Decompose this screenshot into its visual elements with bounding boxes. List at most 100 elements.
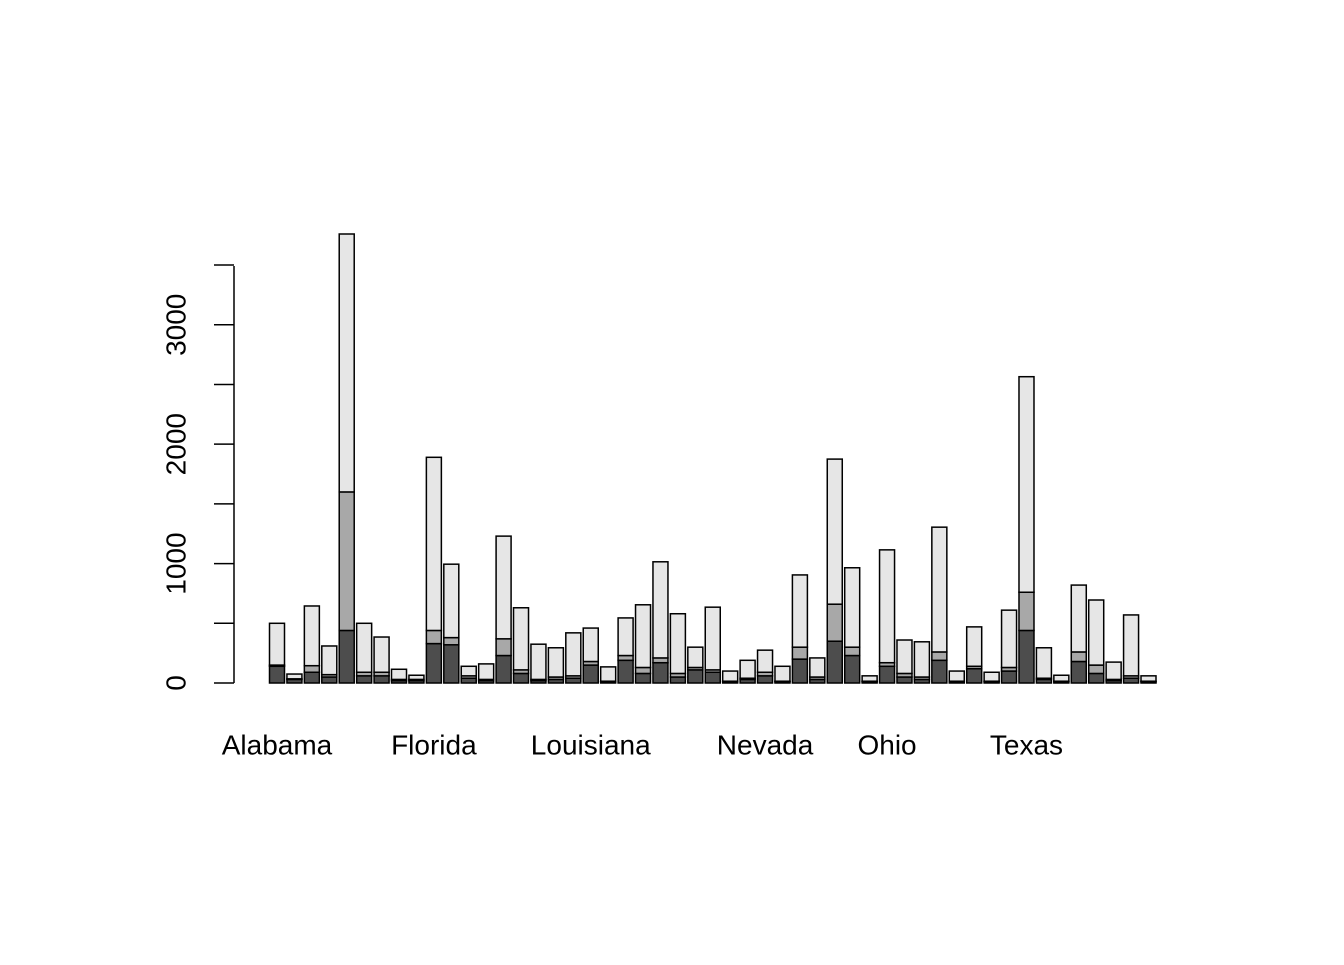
y-tick-label: 3000 bbox=[160, 294, 191, 356]
bar-segment bbox=[739, 659, 756, 679]
bar-segment bbox=[582, 627, 599, 663]
bar-segment bbox=[355, 675, 373, 684]
bar-segment bbox=[425, 456, 443, 632]
x-tick-label: Ohio bbox=[857, 729, 916, 760]
bar-segment bbox=[704, 606, 721, 671]
bar-segment bbox=[652, 661, 669, 684]
bar-segment bbox=[1070, 584, 1088, 653]
bar-segment bbox=[791, 658, 809, 684]
bar-segment bbox=[843, 646, 861, 657]
bar-segment bbox=[634, 672, 652, 684]
y-tick-label: 1000 bbox=[160, 532, 191, 594]
bar-segment bbox=[443, 563, 460, 639]
bar-segment bbox=[408, 674, 425, 681]
bar-segment bbox=[443, 636, 460, 646]
bar-segment bbox=[704, 671, 721, 684]
bar-segment bbox=[652, 561, 669, 659]
bar-segment bbox=[1000, 609, 1018, 669]
bar-segment bbox=[1070, 660, 1088, 684]
bar-segment bbox=[617, 659, 634, 684]
bar-segment bbox=[303, 605, 321, 667]
bar-segment bbox=[1053, 674, 1070, 682]
bar-segment bbox=[1018, 591, 1035, 632]
bar-segment bbox=[809, 657, 826, 678]
bar-segment bbox=[826, 640, 844, 684]
bar-segment bbox=[425, 629, 443, 645]
bar-segment bbox=[373, 636, 390, 674]
bar-segment bbox=[495, 535, 512, 640]
bar-segment bbox=[1018, 629, 1035, 684]
bar-segment bbox=[965, 667, 983, 684]
bar-segment bbox=[495, 638, 512, 657]
bar-segment bbox=[530, 643, 547, 681]
bar-segment bbox=[512, 672, 530, 684]
bar-segment bbox=[1087, 599, 1105, 666]
bar-segment bbox=[721, 670, 739, 682]
bar-segment bbox=[286, 673, 303, 680]
bar-segment bbox=[983, 671, 1000, 682]
bar-segment bbox=[599, 666, 617, 682]
x-tick-label: Nevada bbox=[717, 729, 814, 760]
bar-segment bbox=[617, 617, 634, 657]
bar-segment bbox=[373, 675, 390, 684]
bar-segment bbox=[321, 676, 338, 684]
bar-segment bbox=[965, 626, 983, 668]
bar-segment bbox=[338, 233, 355, 493]
bar-segment bbox=[495, 654, 512, 684]
bar-segment bbox=[443, 644, 460, 684]
bar-segment bbox=[338, 629, 355, 684]
bar-segment bbox=[878, 665, 896, 684]
bar-segment bbox=[634, 604, 652, 669]
bar-segment bbox=[1105, 661, 1122, 681]
bar-segment bbox=[512, 607, 530, 671]
bar-segment bbox=[931, 651, 948, 662]
bar-segment bbox=[477, 663, 495, 681]
bar-segment bbox=[791, 646, 809, 660]
bar-segment bbox=[268, 665, 286, 684]
bar-segment bbox=[338, 491, 355, 632]
bar-segment bbox=[1087, 664, 1105, 675]
bar-segment bbox=[756, 649, 774, 674]
bar-segment bbox=[756, 675, 774, 684]
bar-segment bbox=[669, 612, 687, 675]
bar-segment bbox=[460, 665, 477, 677]
bar-segment bbox=[669, 676, 687, 684]
bar-segment bbox=[425, 642, 443, 684]
x-tick-label: Louisiana bbox=[531, 729, 651, 760]
bar-segment bbox=[1035, 647, 1053, 679]
bar-segment bbox=[268, 622, 286, 666]
bar-segment bbox=[861, 675, 878, 682]
x-tick-label: Florida bbox=[391, 729, 477, 760]
bar-segment bbox=[687, 646, 704, 669]
bar-segment bbox=[634, 666, 652, 675]
bar-segment bbox=[565, 632, 582, 677]
bar-segment bbox=[1087, 672, 1105, 684]
bar-segment bbox=[1000, 670, 1018, 684]
y-tick-label: 0 bbox=[160, 675, 191, 691]
bar-segment bbox=[774, 665, 791, 682]
bar-segment bbox=[1070, 651, 1088, 663]
bar-segment bbox=[896, 676, 913, 684]
bar-segment bbox=[321, 645, 338, 676]
bar-segment bbox=[931, 659, 948, 684]
bar-segment bbox=[896, 639, 913, 675]
x-tick-label: Alabama bbox=[222, 729, 333, 760]
bar-segment bbox=[826, 458, 844, 605]
bar-segment bbox=[791, 574, 809, 648]
bar-segment bbox=[1140, 675, 1157, 682]
bar-segment bbox=[547, 647, 565, 678]
bar-segment bbox=[931, 526, 948, 653]
bar-segment bbox=[843, 567, 861, 648]
bar-segment bbox=[355, 622, 373, 674]
bar-segment bbox=[390, 668, 408, 681]
bar-segment bbox=[687, 669, 704, 684]
bar-segment bbox=[582, 664, 599, 684]
bar-segment bbox=[843, 654, 861, 684]
y-tick-label: 2000 bbox=[160, 413, 191, 475]
bar-segment bbox=[303, 671, 321, 684]
bar-segment bbox=[1122, 614, 1140, 677]
bar-segment bbox=[948, 670, 966, 682]
bar-segment bbox=[303, 664, 321, 674]
bar-segment bbox=[826, 603, 844, 642]
